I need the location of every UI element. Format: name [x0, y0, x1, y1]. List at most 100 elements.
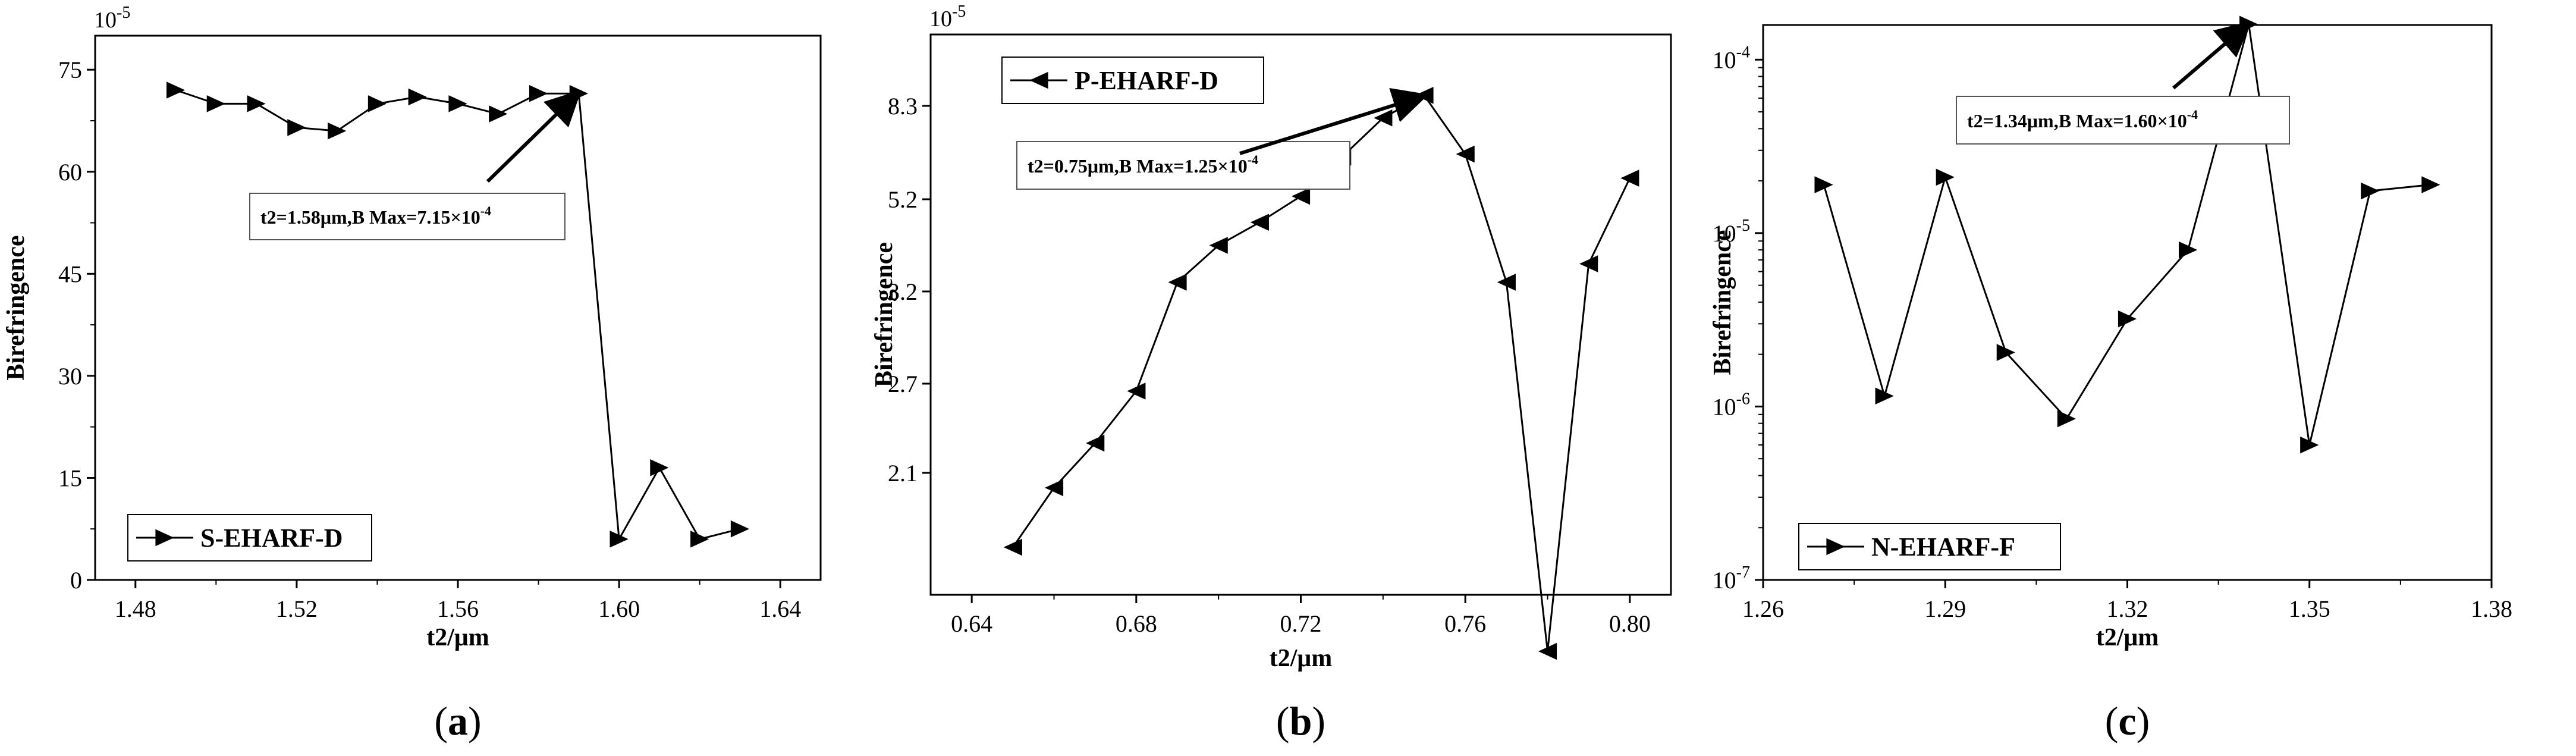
y-tick-base: 10 — [1713, 393, 1736, 420]
data-point — [328, 122, 347, 140]
data-point — [367, 95, 387, 112]
data-point — [610, 531, 629, 548]
x-tick-label: 1.52 — [276, 595, 318, 622]
legend-box — [1001, 57, 1264, 104]
data-point — [1086, 434, 1105, 452]
data-point — [489, 105, 508, 123]
chart-panel-c: 1.26 1.29 1.32 1.35 1.3810-710-610-510-4t2/μ… — [1709, 15, 2512, 744]
annotation-box — [1956, 96, 2290, 145]
data-point — [2361, 182, 2380, 200]
legend-marker — [1826, 538, 1845, 556]
y-exponent-base: 10 — [929, 7, 952, 32]
data-point — [2178, 241, 2198, 259]
data-point — [1291, 187, 1311, 205]
x-tick-label: 1.32 — [2107, 595, 2148, 622]
legend-marker — [155, 529, 174, 547]
x-tick-label: 1.64 — [759, 595, 801, 622]
x-tick-label: 1.26 — [1742, 595, 1784, 622]
annotation-main: t2=1.58μm,B Max=7.15×10 — [260, 206, 480, 228]
data-point — [1456, 145, 1475, 163]
y-tick-label: 10-5 — [1713, 217, 1750, 247]
x-tick-label: 1.60 — [598, 595, 640, 622]
chart-panel-a: 1.48 1.52 1.56 1.60 1.64 0 15 30 45 60 75 10-5 t2/μm… — [2, 4, 822, 744]
plot-frame — [94, 34, 822, 581]
y-tick-base: 10 — [1713, 46, 1736, 73]
annotation-arrow — [486, 89, 582, 183]
annotation-text: t2=1.34μm,B Max=1.60×10-4 — [1967, 107, 2198, 131]
data-point — [1044, 479, 1064, 497]
x-tick-label: 0.80 — [1609, 610, 1651, 637]
data-point — [247, 95, 266, 112]
y-axis-exponent: 10-5 — [94, 4, 130, 33]
data-point — [2421, 176, 2440, 193]
data-point — [408, 88, 427, 106]
data-point — [1620, 170, 1639, 187]
y-tick-base: 10 — [1713, 220, 1736, 247]
y-tick-label: 0 — [70, 567, 82, 594]
data-point — [1209, 237, 1228, 254]
data-point — [1538, 642, 1557, 660]
y-axis-label: Birefringence — [2, 235, 30, 380]
x-tick-label: 1.29 — [1924, 595, 1966, 622]
data-point — [1936, 168, 1955, 186]
x-tick-label: 1.48 — [115, 595, 156, 622]
y-tick-label: 45 — [58, 261, 82, 287]
y-exponent-power: -5 — [952, 2, 966, 21]
data-point — [2057, 410, 2076, 428]
annotation-arrow — [1239, 87, 1429, 155]
y-tick-label: 30 — [58, 363, 82, 390]
annotation-sup: -4 — [480, 203, 491, 218]
y-tick-label: 10-6 — [1713, 390, 1750, 420]
x-axis-label: t2/μm — [2096, 624, 2159, 651]
panel-paren-open: ( — [1276, 698, 1290, 744]
x-tick-label: 0.76 — [1444, 610, 1486, 637]
data-point — [650, 459, 669, 476]
data-point — [2300, 436, 2319, 454]
annotation-sup: -4 — [1248, 152, 1258, 167]
data-point — [1814, 176, 1833, 193]
y-tick-label: 3.2 — [888, 278, 918, 305]
panel-label: (b) — [1276, 698, 1325, 744]
y-axis-label: Birefringence — [871, 242, 898, 387]
annotation-box — [249, 193, 566, 240]
x-tick-label: 0.72 — [1280, 610, 1322, 637]
x-axis-label: t2/μm — [1270, 645, 1332, 672]
data-point — [1415, 86, 1434, 104]
y-tick-label: 10-7 — [1713, 563, 1750, 594]
y-axis-label: Birefringence — [1709, 230, 1736, 375]
annotation-text: t2=0.75μm,B Max=1.25×10-4 — [1028, 152, 1258, 177]
y-tick-label: 10-4 — [1713, 43, 1750, 73]
series-line — [1823, 24, 2432, 446]
data-point — [1996, 344, 2015, 361]
data-point — [1497, 274, 1516, 291]
y-axis-exponent: 10-5 — [929, 2, 966, 32]
x-tick-label: 1.38 — [2471, 595, 2512, 622]
y-tick-exp: -5 — [1736, 217, 1750, 235]
data-point — [529, 84, 548, 102]
data-point — [287, 119, 306, 136]
plot-frame — [929, 33, 1672, 596]
x-axis-label: t2/μm — [426, 624, 489, 651]
data-point — [730, 520, 750, 538]
y-tick-label: 8.3 — [888, 93, 918, 120]
legend-marker — [1029, 71, 1048, 89]
panel-paren-open: ( — [434, 698, 448, 744]
legend-box — [127, 514, 372, 561]
panel-letter: a — [448, 698, 468, 744]
x-tick-label: 0.64 — [951, 610, 992, 637]
annotation-main: t2=1.34μm,B Max=1.60×10 — [1967, 110, 2187, 131]
annotation-main: t2=0.75μm,B Max=1.25×10 — [1028, 155, 1248, 177]
data-point — [1168, 274, 1187, 291]
panel-paren-close: ) — [468, 698, 482, 744]
data-point — [1250, 214, 1269, 231]
data-point — [690, 531, 709, 548]
data-point — [166, 81, 186, 99]
data-point — [2118, 310, 2137, 328]
panel-letter: b — [1290, 698, 1312, 744]
annotation-box — [1016, 141, 1350, 190]
data-point — [1127, 382, 1146, 400]
panel-label: (c) — [2105, 698, 2150, 744]
annotation-text: t2=1.58μm,B Max=7.15×10-4 — [260, 203, 491, 228]
y-tick-base: 10 — [1713, 567, 1736, 594]
